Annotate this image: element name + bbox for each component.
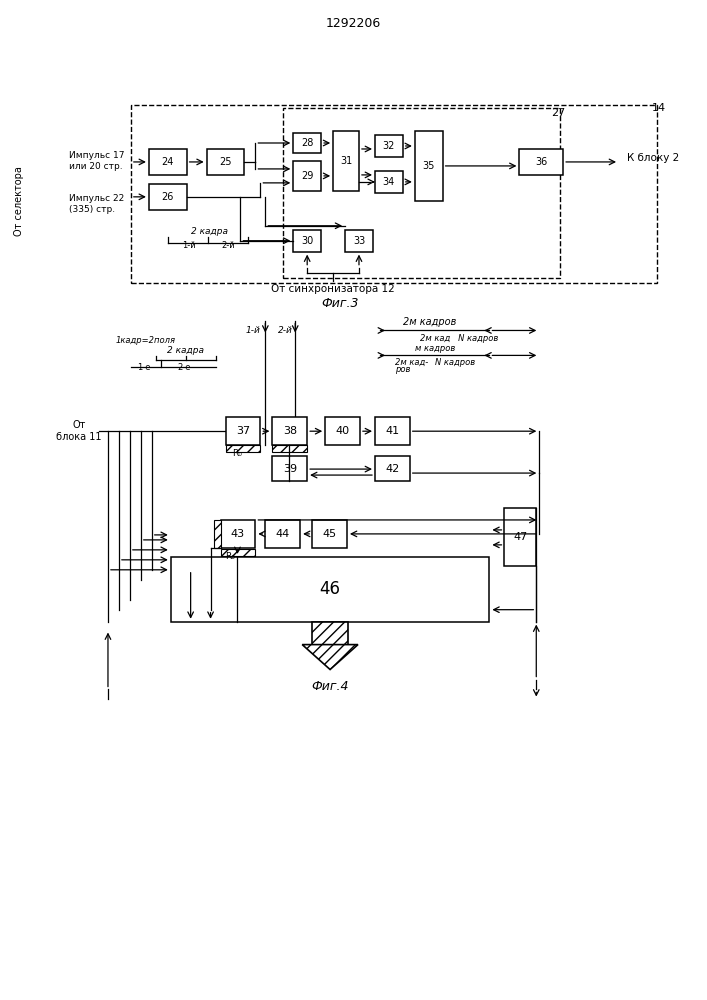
Text: 2м кад-: 2м кад- <box>395 358 428 367</box>
Bar <box>170 557 489 622</box>
Bar <box>284 108 560 278</box>
Text: R₀: R₀ <box>233 449 243 458</box>
Bar <box>312 520 347 548</box>
Text: 34: 34 <box>382 177 395 187</box>
Text: 1-е: 1-е <box>137 363 151 372</box>
Text: ров: ров <box>395 365 410 374</box>
Text: 47: 47 <box>513 532 527 542</box>
Text: От селектора: От селектора <box>14 166 24 236</box>
Text: 2-е: 2-е <box>177 363 190 372</box>
Bar <box>325 417 360 445</box>
Text: 35: 35 <box>423 161 435 171</box>
Text: 2 кадра: 2 кадра <box>191 227 228 236</box>
Bar <box>375 456 410 481</box>
Text: 42: 42 <box>385 464 399 474</box>
Text: 26: 26 <box>161 192 174 202</box>
Text: Фиг.4: Фиг.4 <box>311 680 349 693</box>
Bar <box>131 105 657 283</box>
Bar <box>345 230 373 252</box>
Text: 46: 46 <box>320 580 341 598</box>
Text: 43: 43 <box>231 529 245 539</box>
Polygon shape <box>302 645 358 670</box>
Text: К блоку 2: К блоку 2 <box>627 153 679 163</box>
Text: 24: 24 <box>161 157 174 167</box>
Text: От синхронизатора 12: От синхронизатора 12 <box>271 284 395 294</box>
Text: 1-й: 1-й <box>246 326 261 335</box>
Text: 2 кадра: 2 кадра <box>167 346 204 355</box>
Bar <box>148 149 187 175</box>
Text: 1-й: 1-й <box>182 241 195 250</box>
Text: 2-й: 2-й <box>278 326 293 335</box>
Text: 2-й: 2-й <box>222 241 235 250</box>
Text: 32: 32 <box>382 141 395 151</box>
Bar <box>226 445 260 452</box>
Text: R₀: R₀ <box>226 552 235 561</box>
Bar <box>293 230 321 252</box>
Bar <box>226 417 260 445</box>
Text: 28: 28 <box>301 138 313 148</box>
Bar <box>375 171 403 193</box>
Bar <box>214 520 221 548</box>
Text: Импульс 17
или 20 стр.: Импульс 17 или 20 стр. <box>69 151 124 171</box>
Text: 41: 41 <box>385 426 399 436</box>
Text: 2м кадров: 2м кадров <box>403 317 457 327</box>
Text: 30: 30 <box>301 236 313 246</box>
Bar <box>375 135 403 157</box>
Text: 14: 14 <box>652 103 666 113</box>
Bar <box>293 161 321 191</box>
Text: 37: 37 <box>236 426 250 436</box>
Bar <box>221 520 255 548</box>
Bar <box>272 456 307 481</box>
Bar <box>221 549 255 556</box>
Text: 38: 38 <box>283 426 297 436</box>
Text: 39: 39 <box>283 464 297 474</box>
Bar <box>415 131 443 201</box>
Text: 44: 44 <box>276 529 290 539</box>
Text: Фиг.3: Фиг.3 <box>321 297 359 310</box>
Bar <box>520 149 563 175</box>
Text: От
блока 11: От блока 11 <box>57 420 102 442</box>
Bar <box>375 417 410 445</box>
Text: 36: 36 <box>535 157 547 167</box>
Text: 1292206: 1292206 <box>325 17 380 30</box>
Text: N кадров: N кадров <box>435 358 475 367</box>
Bar <box>148 184 187 210</box>
Bar <box>265 520 300 548</box>
Text: м кадров: м кадров <box>415 344 455 353</box>
Bar <box>293 133 321 153</box>
Text: Импульс 22
(335) стр.: Импульс 22 (335) стр. <box>69 194 124 214</box>
Text: 45: 45 <box>322 529 337 539</box>
Bar <box>206 149 245 175</box>
Text: 1кадр=2поля: 1кадр=2поля <box>116 336 176 345</box>
Text: 27: 27 <box>551 108 566 118</box>
Bar <box>272 417 307 445</box>
Bar <box>333 131 359 191</box>
Bar <box>504 508 537 566</box>
Text: 40: 40 <box>336 426 349 436</box>
Text: 31: 31 <box>340 156 352 166</box>
Text: 2м кад   N кадров: 2м кад N кадров <box>420 334 498 343</box>
Bar <box>272 445 307 452</box>
Text: 33: 33 <box>353 236 365 246</box>
Text: 25: 25 <box>219 157 232 167</box>
Bar <box>312 622 348 646</box>
Text: 29: 29 <box>301 171 313 181</box>
